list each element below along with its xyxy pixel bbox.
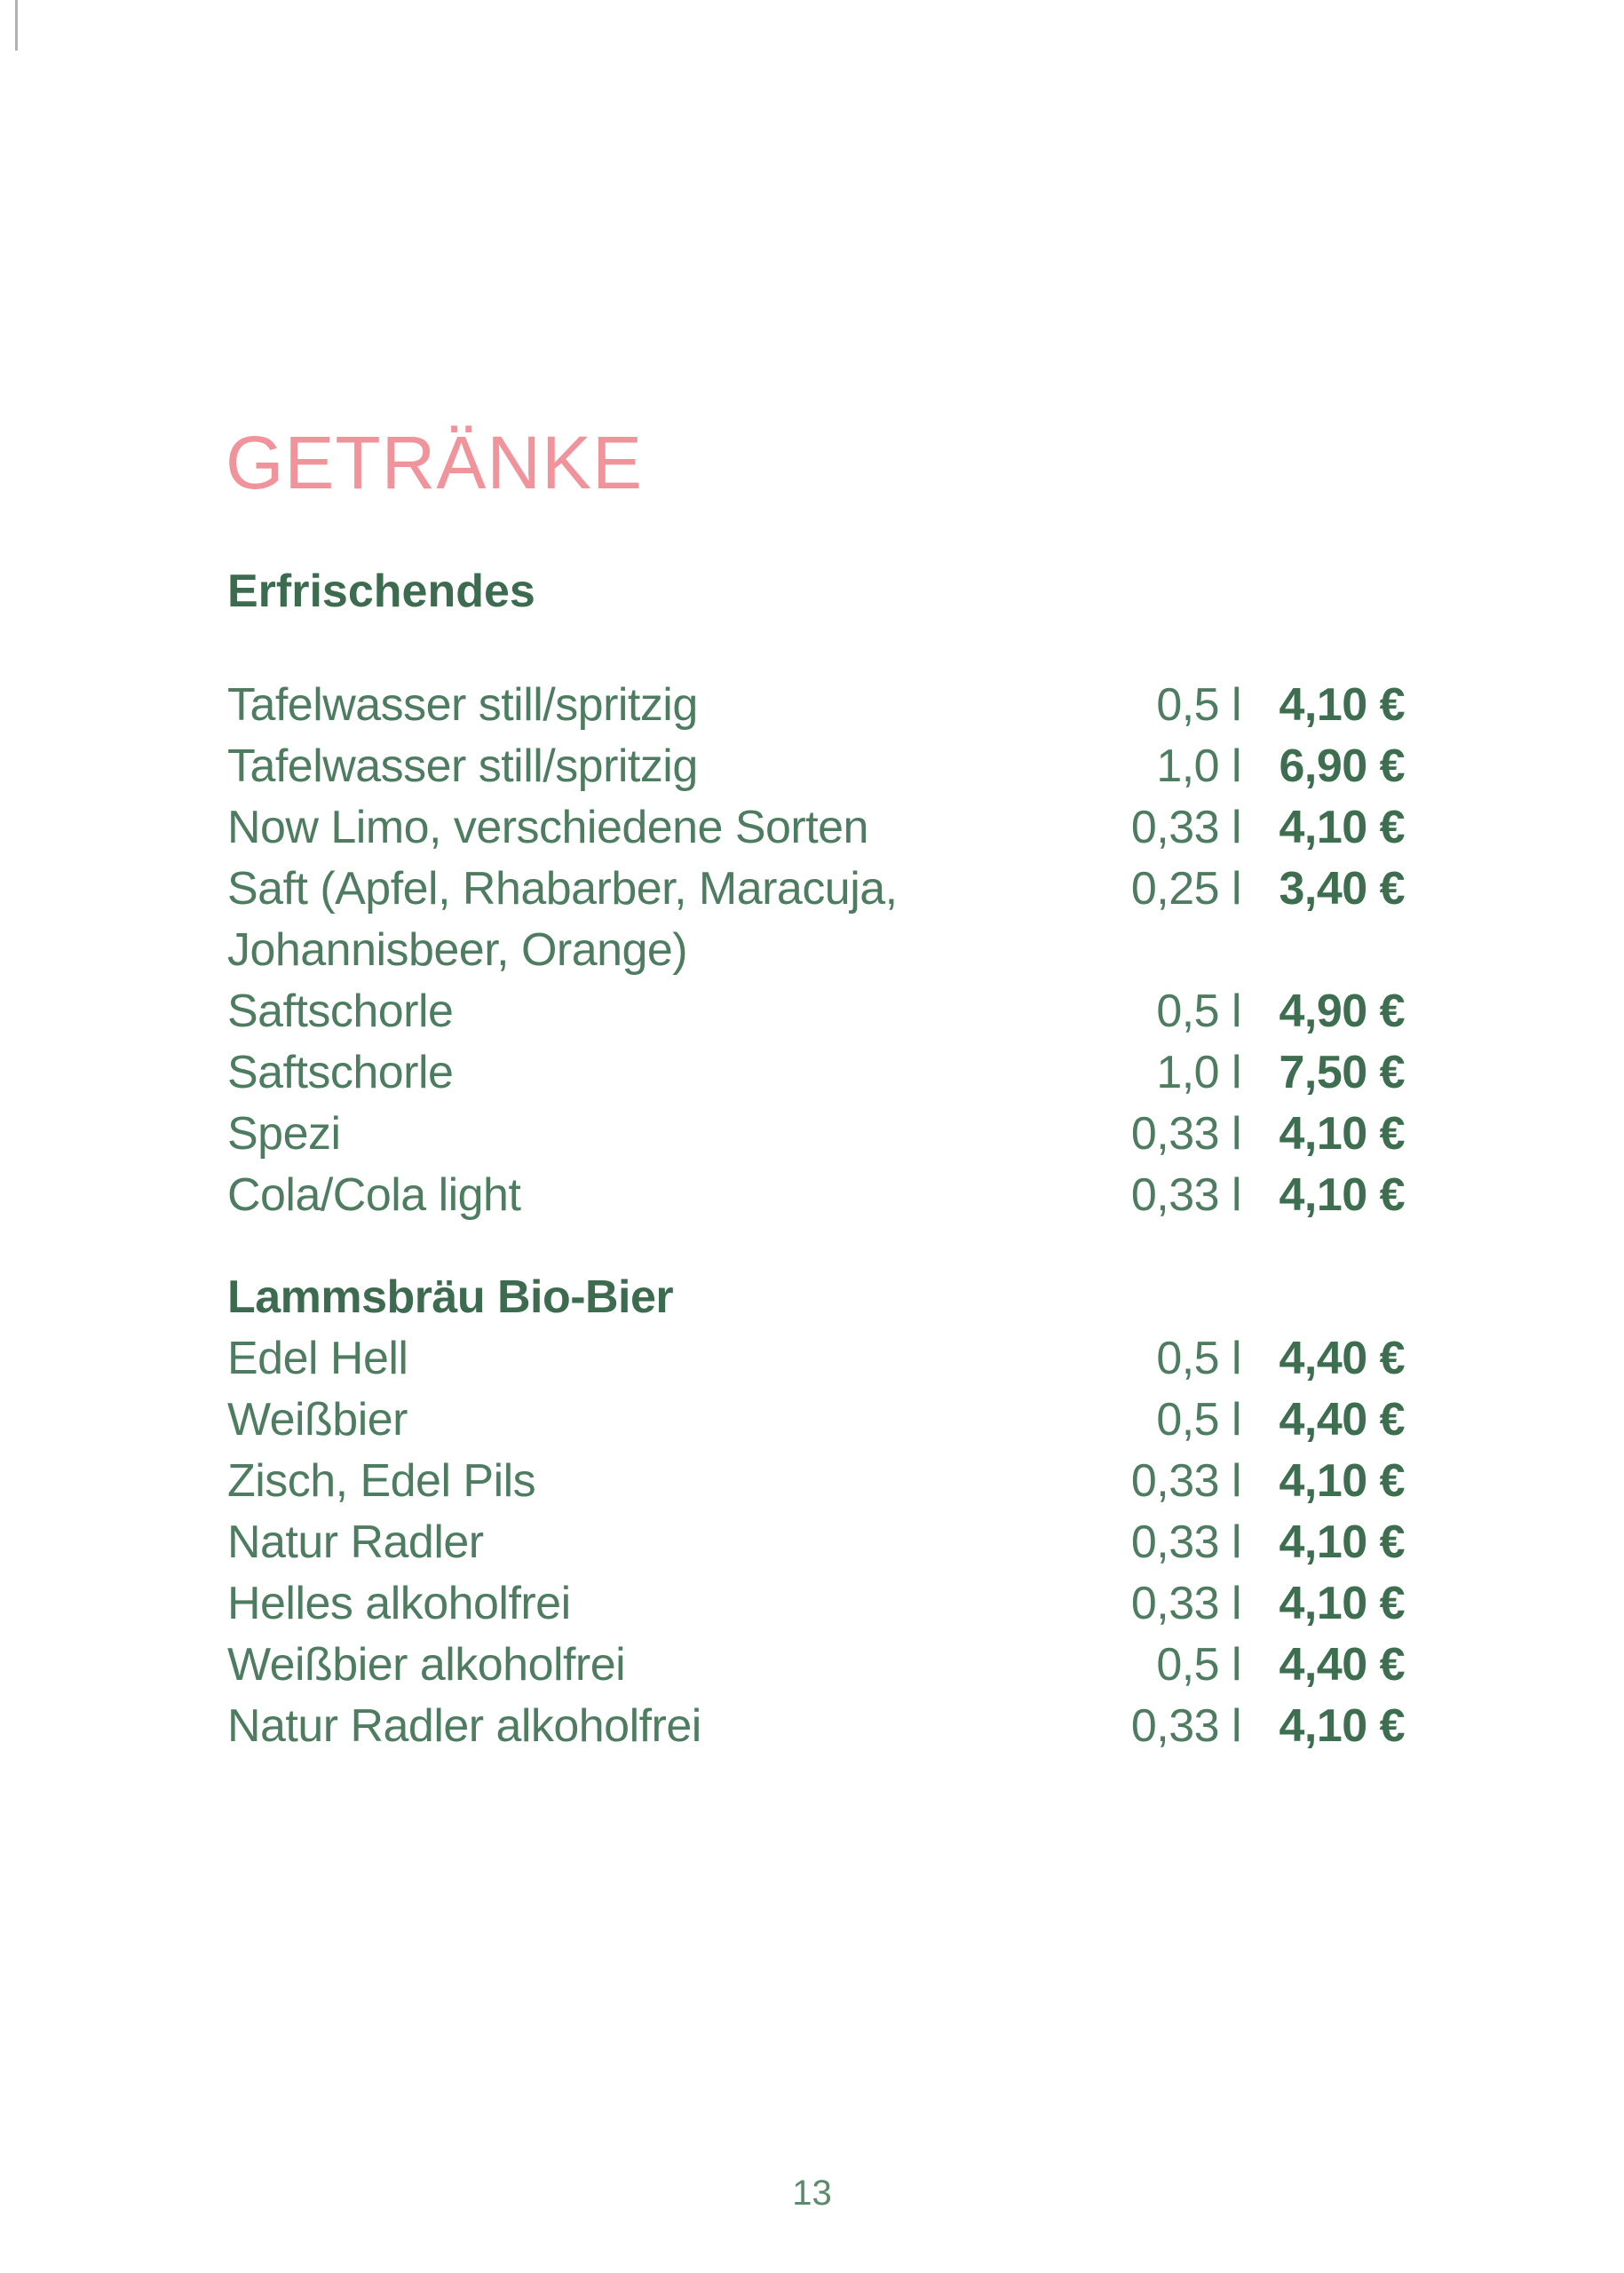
item-price: 4,40 €: [1279, 1639, 1406, 1691]
item-price: 4,10 €: [1279, 1700, 1406, 1752]
item-name: Johannisbeer, Orange): [227, 924, 688, 976]
item-size: 0,33 l: [1130, 1517, 1242, 1568]
section-heading-erfrischendes: Erfrischendes: [227, 566, 535, 617]
item-size: 0,33 l: [1130, 802, 1242, 853]
menu-item-row: Edel Hell 0,5 l 4,40 €: [227, 1328, 1406, 1390]
item-price: 4,40 €: [1279, 1333, 1406, 1384]
item-price: 4,10 €: [1279, 679, 1406, 731]
item-price: 4,90 €: [1279, 986, 1406, 1037]
item-name: Helles alkoholfrei: [227, 1578, 571, 1629]
item-price: 4,10 €: [1279, 1455, 1406, 1507]
item-price: 4,10 €: [1279, 802, 1406, 853]
item-price: 4,10 €: [1279, 1578, 1406, 1629]
menu-item-row: Weißbier 0,5 l 4,40 €: [227, 1390, 1406, 1451]
item-name: Tafelwasser still/spritzig: [227, 679, 698, 731]
item-size: 0,5 l: [1156, 679, 1241, 731]
section-heading-row: Lammsbräu Bio-Bier: [227, 1267, 1405, 1328]
item-size: 0,33 l: [1130, 1108, 1242, 1160]
item-name: Zisch, Edel Pils: [227, 1455, 536, 1507]
menu-item-row: Tafelwasser still/spritzig 0,5 l 4,10 €: [227, 675, 1406, 736]
scan-artifact-line: [15, 0, 18, 51]
item-name: Now Limo, verschiedene Sorten: [227, 802, 868, 853]
menu-item-row: Saftschorle 1,0 l 7,50 €: [227, 1042, 1406, 1104]
item-size: 0,33 l: [1130, 1578, 1242, 1629]
menu-item-row: Natur Radler 0,33 l 4,10 €: [227, 1512, 1406, 1573]
item-price: 4,10 €: [1279, 1517, 1406, 1568]
item-price: 6,90 €: [1279, 741, 1406, 792]
item-price: 4,10 €: [1279, 1169, 1406, 1221]
item-size: 0,33 l: [1130, 1455, 1242, 1507]
menu-item-row-continuation: Johannisbeer, Orange): [227, 920, 1405, 981]
item-name: Saft (Apfel, Rhabarber, Maracuja,: [227, 863, 898, 915]
section-lammsbraeu-bio-bier: Lammsbräu Bio-Bier Edel Hell 0,5 l 4,40 …: [227, 1267, 1406, 1757]
page-title: GETRÄNKE: [226, 421, 644, 504]
section-erfrischendes: Tafelwasser still/spritzig 0,5 l 4,10 € …: [227, 675, 1406, 1226]
menu-item-row: Natur Radler alkoholfrei 0,33 l 4,10 €: [227, 1696, 1406, 1757]
menu-item-row: Tafelwasser still/spritzig 1,0 l 6,90 €: [227, 736, 1406, 797]
menu-item-row: Weißbier alkoholfrei 0,5 l 4,40 €: [227, 1635, 1406, 1696]
item-name: Weißbier alkoholfrei: [227, 1639, 626, 1691]
item-name: Natur Radler: [227, 1517, 484, 1568]
item-name: Tafelwasser still/spritzig: [227, 741, 698, 792]
item-name: Saftschorle: [227, 986, 454, 1037]
menu-item-row: Saft (Apfel, Rhabarber, Maracuja, 0,25 l…: [227, 859, 1406, 920]
menu-item-row: Helles alkoholfrei 0,33 l 4,10 €: [227, 1573, 1406, 1635]
item-price: 3,40 €: [1279, 863, 1406, 915]
section-heading-lammsbraeu: Lammsbräu Bio-Bier: [227, 1271, 674, 1323]
menu-item-row: Zisch, Edel Pils 0,33 l 4,10 €: [227, 1451, 1406, 1512]
item-price: 7,50 €: [1279, 1047, 1406, 1098]
item-price: 4,40 €: [1279, 1394, 1406, 1445]
item-size: 0,5 l: [1156, 986, 1241, 1037]
item-size: 0,5 l: [1156, 1333, 1241, 1384]
menu-item-row: Now Limo, verschiedene Sorten 0,33 l 4,1…: [227, 797, 1406, 859]
item-size: 1,0 l: [1156, 1047, 1241, 1098]
menu-item-row: Cola/Cola light 0,33 l 4,10 €: [227, 1165, 1406, 1226]
item-size: 0,33 l: [1130, 1700, 1242, 1752]
item-size: 0,25 l: [1130, 863, 1242, 915]
item-name: Edel Hell: [227, 1333, 408, 1384]
item-name: Natur Radler alkoholfrei: [227, 1700, 701, 1752]
item-name: Spezi: [227, 1108, 341, 1160]
item-size: 0,5 l: [1156, 1394, 1241, 1445]
item-size: 0,33 l: [1130, 1169, 1242, 1221]
item-name: Weißbier: [227, 1394, 408, 1445]
item-name: Cola/Cola light: [227, 1169, 521, 1221]
item-price: 4,10 €: [1279, 1108, 1406, 1160]
item-size: 0,5 l: [1156, 1639, 1241, 1691]
menu-item-row: Saftschorle 0,5 l 4,90 €: [227, 981, 1406, 1042]
page-number: 13: [792, 2174, 832, 2213]
menu-item-row: Spezi 0,33 l 4,10 €: [227, 1104, 1406, 1165]
item-size: 1,0 l: [1156, 741, 1241, 792]
item-name: Saftschorle: [227, 1047, 454, 1098]
